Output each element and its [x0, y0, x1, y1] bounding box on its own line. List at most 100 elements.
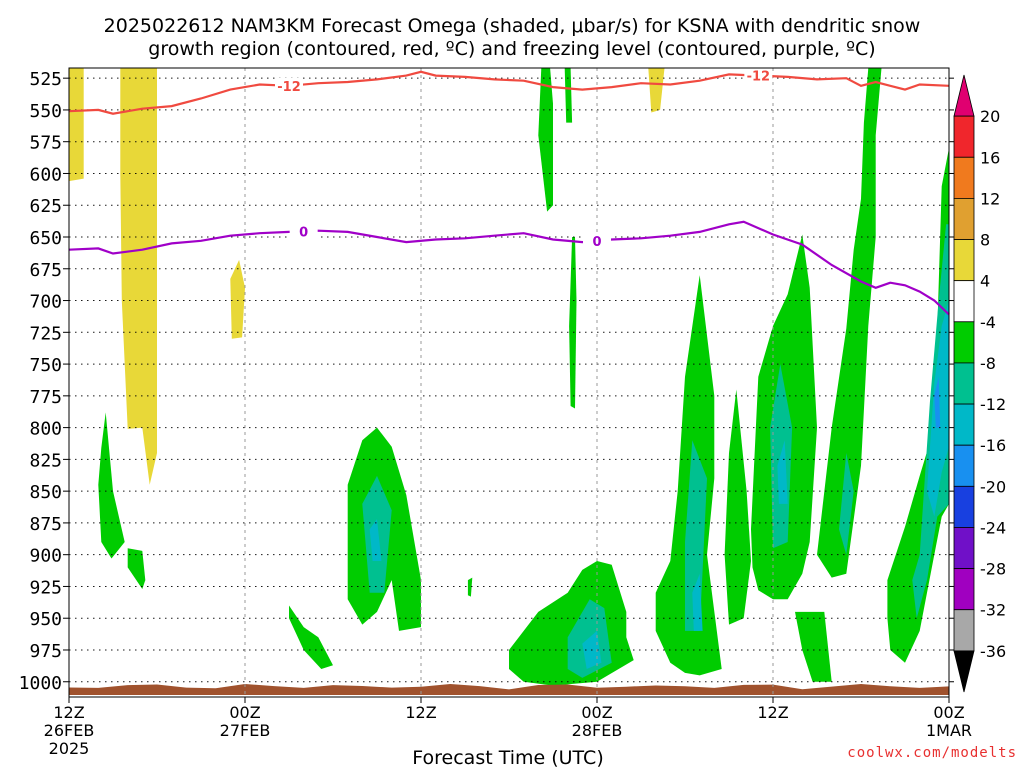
y-tick-label-550: 550: [29, 101, 62, 122]
colorbar: 20 16 12 8 4 -4 -8 -12 -16 -20 -24 -28 -32 -36: [953, 74, 1006, 693]
colorbar-segment-5: [953, 280, 975, 323]
omega-region-26: [839, 453, 854, 555]
freezing-level-contour-line: [68, 220, 950, 316]
colorbar-bottom-arrow: [953, 650, 975, 693]
colorbar-label-0: 20: [980, 107, 1000, 126]
dgz-contour-label-0: -12: [277, 80, 301, 95]
credit-text: coolwx.com/modelts: [847, 745, 1017, 761]
x-tick-label-4-0: 12Z: [757, 703, 788, 722]
colorbar-segment-7: [953, 362, 975, 405]
colorbar-label-4: 4: [980, 272, 990, 291]
omega-region-16: [569, 237, 577, 409]
colorbar-segment-10: [953, 485, 975, 528]
y-tick-label-700: 700: [29, 292, 62, 313]
grid-lines: [69, 68, 949, 697]
omega-region-20: [724, 389, 751, 625]
omega-region-5: [127, 548, 146, 589]
omega-region-17: [655, 275, 722, 676]
x-tick-label-3-1: 28FEB: [572, 721, 623, 740]
dgz-contour-label-1: -12: [747, 70, 771, 85]
colorbar-segment-2: [953, 156, 975, 199]
y-tick-label-950: 950: [29, 609, 62, 630]
freezing-level-contour-label-bg-1: [583, 232, 611, 249]
omega-region-0: [69, 68, 84, 182]
colorbar-label-9: -20: [980, 477, 1006, 496]
freezing-level-contour-label-bg-0: [289, 223, 318, 240]
colorbar-label-6: -8: [980, 354, 996, 373]
omega-region-9: [369, 519, 382, 561]
colorbar-label-7: -12: [980, 395, 1006, 414]
omega-shaded-regions: [69, 68, 949, 686]
y-tick-label-1000: 1000: [19, 673, 62, 694]
terrain-band: [69, 684, 949, 695]
x-tick-label-1-0: 00Z: [229, 703, 260, 722]
y-tick-label-575: 575: [29, 133, 62, 154]
y-tick-label-900: 900: [29, 546, 62, 567]
omega-region-2: [230, 259, 245, 339]
omega-region-15: [564, 68, 573, 123]
contours: -12 -12 0 0: [68, 67, 950, 316]
omega-region-10: [467, 577, 473, 597]
colorbar-segment-3: [953, 197, 975, 240]
omega-region-4: [98, 412, 125, 559]
colorbar-segment-12: [953, 568, 975, 611]
omega-region-28: [912, 224, 949, 619]
colorbar-label-8: -16: [980, 436, 1006, 455]
y-tick-label-825: 825: [29, 450, 62, 471]
x-tick-label-3-0: 00Z: [581, 703, 612, 722]
colorbar-segment-4: [953, 239, 975, 282]
y-tick-label-750: 750: [29, 355, 62, 376]
y-tick-label-625: 625: [29, 196, 62, 217]
freezing-level-contour-label-0: 0: [299, 225, 308, 240]
y-tick-label-800: 800: [29, 419, 62, 440]
omega-region-23: [777, 440, 788, 504]
colorbar-segment-9: [953, 444, 975, 487]
colorbar-label-5: -4: [980, 313, 996, 332]
chart-title-line1: 2025022612 NAM3KM Forecast Omega (shaded…: [104, 15, 921, 37]
colorbar-segment-11: [953, 527, 975, 570]
y-tick-label-675: 675: [29, 260, 62, 281]
freezing-level-contour-label-1: 0: [592, 235, 601, 250]
omega-region-14: [538, 68, 553, 212]
x-axis-label: Forecast Time (UTC): [412, 747, 603, 768]
y-tick-label-850: 850: [29, 482, 62, 503]
y-tick-label-925: 925: [29, 577, 62, 598]
x-tick-label-0-0: 12Z: [53, 703, 84, 722]
omega-region-3: [648, 68, 665, 113]
y-tick-label-775: 775: [29, 387, 62, 408]
omega-region-30: [934, 376, 941, 428]
colorbar-top-arrow: [953, 74, 975, 117]
omega-region-24: [795, 611, 832, 682]
colorbar-segment-6: [953, 321, 975, 364]
omega-region-19: [692, 573, 703, 631]
omega-region-1: [120, 68, 157, 485]
y-tick-label-525: 525: [29, 69, 62, 90]
x-tick-label-2-0: 12Z: [405, 703, 436, 722]
y-tick-label-975: 975: [29, 641, 62, 662]
dgz-contour-label-bg-1: [744, 67, 773, 84]
y-tick-label-875: 875: [29, 514, 62, 535]
dgz-contour-line: [68, 70, 950, 115]
y-tick-label-650: 650: [29, 228, 62, 249]
x-tick-label-1-1: 27FEB: [220, 721, 271, 740]
x-tick-label-5-0: 00Z: [933, 703, 964, 722]
colorbar-segment-13: [953, 609, 975, 652]
x-tick-label-0-1: 26FEB: [44, 721, 95, 740]
y-axis: 525 550 575 600 625 650 675 700 725 750 775 800 825 8…: [19, 69, 954, 694]
y-tick-label-600: 600: [29, 164, 62, 185]
omega-region-6: [289, 605, 333, 669]
x-tick-label-0-2: 2025: [49, 739, 90, 758]
colorbar-label-2: 12: [980, 189, 1000, 208]
colorbar-label-10: -24: [980, 518, 1006, 537]
colorbar-label-12: -32: [980, 601, 1006, 620]
plot-frame: [68, 67, 950, 698]
omega-region-18: [685, 440, 707, 631]
colorbar-label-3: 8: [980, 231, 990, 250]
colorbar-label-13: -36: [980, 642, 1006, 661]
colorbar-segment-1: [953, 115, 975, 158]
y-tick-label-725: 725: [29, 323, 62, 344]
colorbar-label-11: -28: [980, 560, 1006, 579]
omega-region-25: [817, 68, 882, 578]
